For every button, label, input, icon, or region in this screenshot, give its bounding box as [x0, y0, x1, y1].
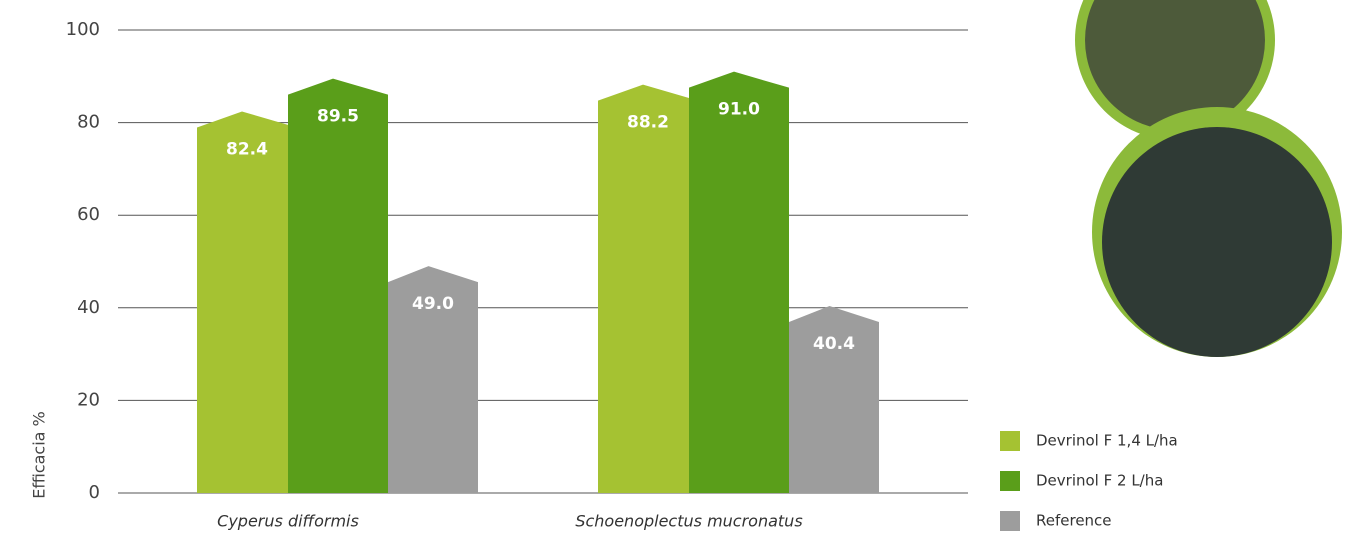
value-label: 89.5 [317, 107, 359, 127]
photos [1075, 0, 1342, 357]
y-tick-label: 40 [77, 297, 100, 318]
y-tick-label: 20 [77, 389, 100, 410]
bar [288, 78, 388, 494]
x-tick-label: Schoenoplectus mucronatus [575, 512, 802, 531]
value-label: 49.0 [412, 294, 454, 314]
x-tick-label: Cyperus difformis [217, 512, 359, 531]
y-tick-label: 80 [77, 112, 100, 133]
value-label: 82.4 [226, 139, 268, 159]
bar [789, 305, 879, 493]
legend-label: Devrinol F 2 L/ha [1036, 472, 1163, 490]
legend-swatch [1000, 511, 1020, 531]
y-axis-label: Efficacia % [30, 411, 49, 499]
legend-swatch [1000, 431, 1020, 451]
bar [598, 84, 698, 493]
legend-label: Devrinol F 1,4 L/ha [1036, 432, 1178, 450]
y-tick-label: 60 [77, 204, 100, 225]
legend-label: Reference [1036, 512, 1112, 530]
y-tick-label: 100 [66, 19, 100, 40]
value-label: 91.0 [718, 100, 760, 120]
y-tick-label: 0 [89, 482, 100, 503]
legend-swatch [1000, 471, 1020, 491]
photo [1085, 0, 1265, 130]
bar [388, 266, 478, 493]
value-label: 88.2 [627, 113, 669, 133]
bar [689, 71, 789, 494]
bar [197, 111, 297, 493]
photo [1102, 127, 1332, 357]
value-label: 40.4 [813, 334, 855, 354]
